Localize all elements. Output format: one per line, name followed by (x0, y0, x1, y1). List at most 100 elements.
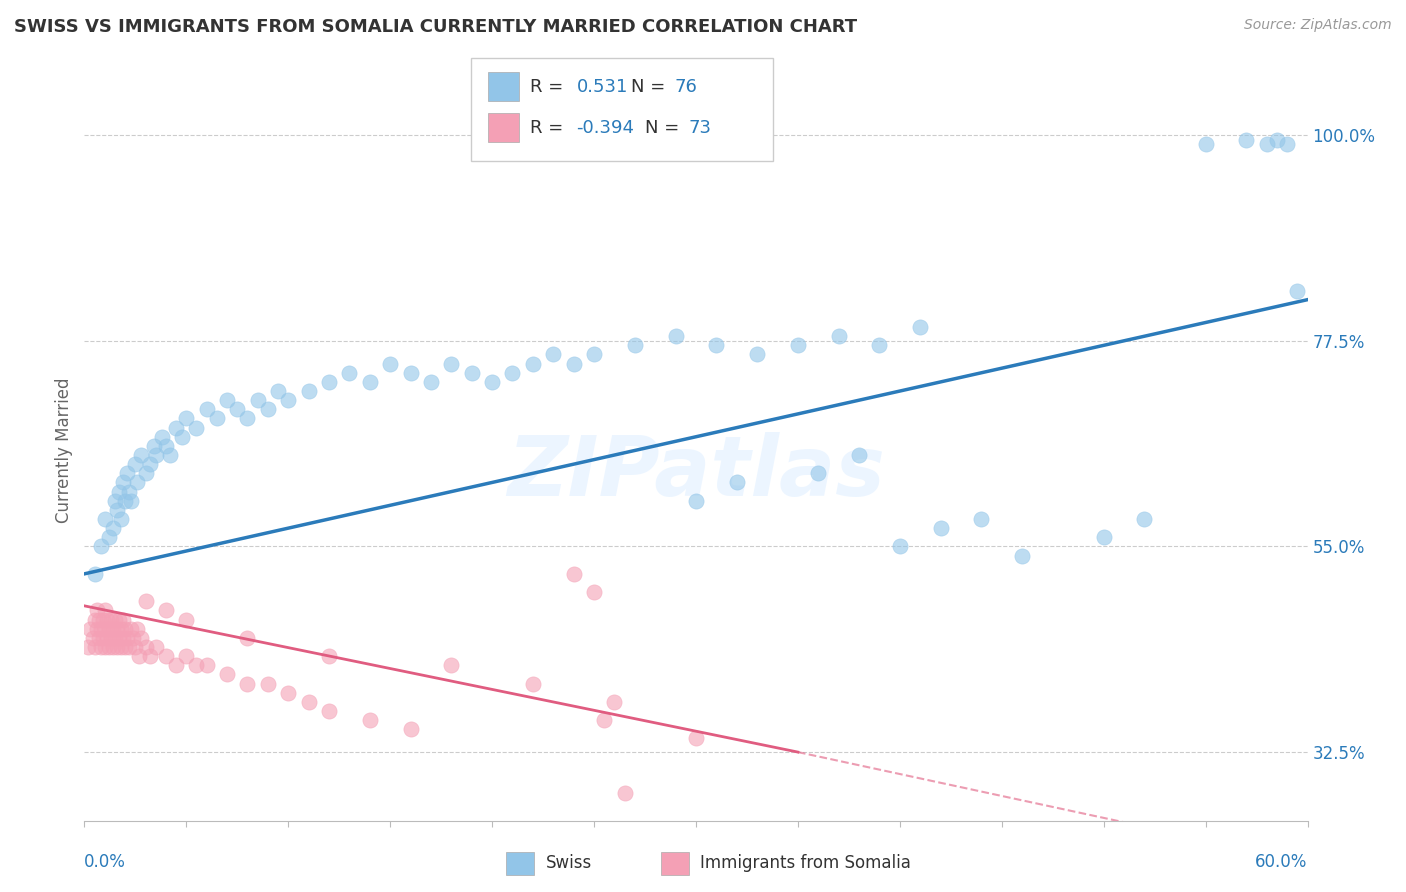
Point (155, 439, 177, 453)
Point (583, 347, 606, 361)
Point (236, 411, 259, 425)
Point (1092, 530, 1115, 544)
Point (87, 631, 110, 645)
Point (318, 704, 340, 718)
Point (440, 658, 463, 673)
Point (79, 622, 101, 636)
Point (970, 512, 993, 526)
Point (420, 375, 443, 389)
Point (257, 402, 280, 417)
Text: R =: R = (530, 78, 569, 95)
Point (100, 631, 122, 645)
Point (522, 676, 544, 690)
Point (174, 411, 197, 425)
Point (105, 622, 128, 636)
Point (112, 475, 135, 490)
Point (399, 723, 422, 737)
Point (603, 695, 626, 709)
Point (399, 366, 422, 380)
Point (114, 640, 136, 654)
Point (105, 640, 128, 654)
Point (91, 631, 114, 645)
Point (174, 649, 197, 664)
Point (135, 594, 157, 608)
Point (848, 448, 870, 462)
Point (112, 631, 135, 645)
Text: ZIPatlas: ZIPatlas (508, 432, 884, 513)
Point (83, 613, 105, 627)
Point (127, 475, 149, 490)
Point (787, 338, 810, 352)
Point (165, 658, 187, 673)
Text: R =: R = (530, 119, 569, 136)
Point (339, 366, 361, 380)
Point (131, 448, 153, 462)
Point (128, 649, 150, 664)
Point (910, 320, 932, 334)
Point (127, 622, 149, 636)
Point (101, 640, 124, 654)
Point (104, 613, 127, 627)
Point (1236, 133, 1258, 147)
Point (142, 439, 165, 453)
Point (150, 430, 173, 444)
Point (747, 347, 769, 361)
Point (298, 384, 321, 398)
Point (83, 640, 105, 654)
Point (359, 375, 381, 389)
Point (87, 613, 110, 627)
Point (277, 393, 299, 408)
Point (100, 613, 122, 627)
Point (122, 631, 145, 645)
Point (155, 603, 177, 617)
Point (1011, 549, 1033, 563)
Point (1195, 137, 1218, 152)
Point (359, 713, 381, 727)
Point (562, 357, 585, 371)
Point (110, 622, 132, 636)
Point (929, 521, 952, 535)
Point (1286, 284, 1309, 298)
Point (217, 667, 239, 681)
Point (685, 493, 707, 508)
Point (124, 640, 146, 654)
Point (665, 329, 688, 343)
Point (110, 512, 132, 526)
Point (624, 338, 647, 352)
Point (440, 357, 463, 371)
Point (257, 676, 280, 690)
Point (101, 521, 124, 535)
Point (502, 366, 524, 380)
Point (105, 503, 128, 517)
Point (118, 640, 141, 654)
Text: 73: 73 (689, 119, 711, 136)
Point (318, 649, 340, 664)
Point (145, 640, 167, 654)
Point (108, 613, 131, 627)
Point (186, 658, 208, 673)
Point (583, 585, 606, 599)
Point (543, 347, 565, 361)
Point (217, 393, 239, 408)
Text: 0.531: 0.531 (576, 78, 628, 95)
Point (159, 448, 181, 462)
Text: -0.394: -0.394 (576, 119, 634, 136)
Point (725, 475, 748, 490)
Point (90, 540, 112, 554)
Point (522, 357, 544, 371)
Point (112, 613, 135, 627)
Point (93, 603, 115, 617)
Point (138, 649, 160, 664)
Point (131, 631, 153, 645)
Point (226, 402, 249, 417)
Point (1265, 133, 1288, 147)
Point (828, 329, 851, 343)
Point (1277, 137, 1299, 152)
Point (267, 384, 290, 398)
Point (138, 457, 160, 471)
Point (145, 448, 167, 462)
Point (83, 566, 105, 581)
Point (104, 631, 127, 645)
Text: Swiss: Swiss (546, 855, 592, 872)
Point (481, 375, 503, 389)
